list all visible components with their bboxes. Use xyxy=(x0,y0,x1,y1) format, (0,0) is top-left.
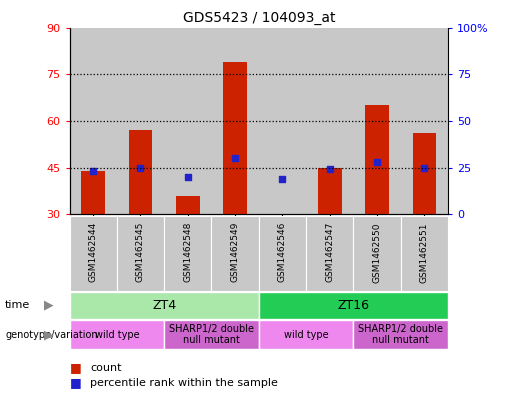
Bar xyxy=(306,28,353,214)
Title: GDS5423 / 104093_at: GDS5423 / 104093_at xyxy=(182,11,335,25)
Bar xyxy=(212,216,259,291)
Text: genotype/variation: genotype/variation xyxy=(5,330,98,340)
Bar xyxy=(117,28,164,214)
Text: percentile rank within the sample: percentile rank within the sample xyxy=(90,378,278,388)
Text: GSM1462547: GSM1462547 xyxy=(325,222,334,283)
Bar xyxy=(117,216,164,291)
Text: ZT4: ZT4 xyxy=(152,299,176,312)
Bar xyxy=(164,216,212,291)
Text: GSM1462549: GSM1462549 xyxy=(231,222,239,283)
Point xyxy=(278,176,286,182)
Bar xyxy=(353,320,448,349)
Text: wild type: wild type xyxy=(95,330,139,340)
Bar xyxy=(306,216,353,291)
Bar xyxy=(176,195,200,214)
Point xyxy=(420,164,428,171)
Text: GSM1462548: GSM1462548 xyxy=(183,222,192,283)
Bar xyxy=(365,105,389,214)
Text: wild type: wild type xyxy=(284,330,329,340)
Text: GSM1462544: GSM1462544 xyxy=(89,222,98,283)
Text: ■: ■ xyxy=(70,361,81,375)
Bar xyxy=(224,62,247,214)
Bar xyxy=(70,28,117,214)
Point xyxy=(136,164,145,171)
Point xyxy=(231,155,239,161)
Text: SHARP1/2 double
null mutant: SHARP1/2 double null mutant xyxy=(358,324,443,345)
Text: SHARP1/2 double
null mutant: SHARP1/2 double null mutant xyxy=(169,324,254,345)
Text: ■: ■ xyxy=(70,376,81,389)
Text: time: time xyxy=(5,300,30,310)
Bar xyxy=(259,216,306,291)
Bar xyxy=(81,171,105,214)
Text: ZT16: ZT16 xyxy=(337,299,369,312)
Bar xyxy=(129,130,152,214)
Bar xyxy=(353,216,401,291)
Bar xyxy=(164,320,259,349)
Point xyxy=(184,174,192,180)
Bar xyxy=(353,28,401,214)
Text: ▶: ▶ xyxy=(44,328,54,341)
Text: GSM1462551: GSM1462551 xyxy=(420,222,429,283)
Bar xyxy=(259,28,306,214)
Bar xyxy=(164,28,212,214)
Bar xyxy=(413,133,436,214)
Text: GSM1462546: GSM1462546 xyxy=(278,222,287,283)
Bar xyxy=(401,216,448,291)
Text: GSM1462545: GSM1462545 xyxy=(136,222,145,283)
Point xyxy=(325,166,334,173)
Bar xyxy=(70,292,259,319)
Bar xyxy=(212,28,259,214)
Bar xyxy=(70,216,117,291)
Bar xyxy=(259,320,353,349)
Text: ▶: ▶ xyxy=(44,299,54,312)
Text: GSM1462550: GSM1462550 xyxy=(372,222,382,283)
Point xyxy=(89,168,97,174)
Bar xyxy=(318,167,341,214)
Point xyxy=(373,159,381,165)
Bar xyxy=(259,292,448,319)
Bar xyxy=(401,28,448,214)
Text: count: count xyxy=(90,363,122,373)
Bar xyxy=(70,320,164,349)
